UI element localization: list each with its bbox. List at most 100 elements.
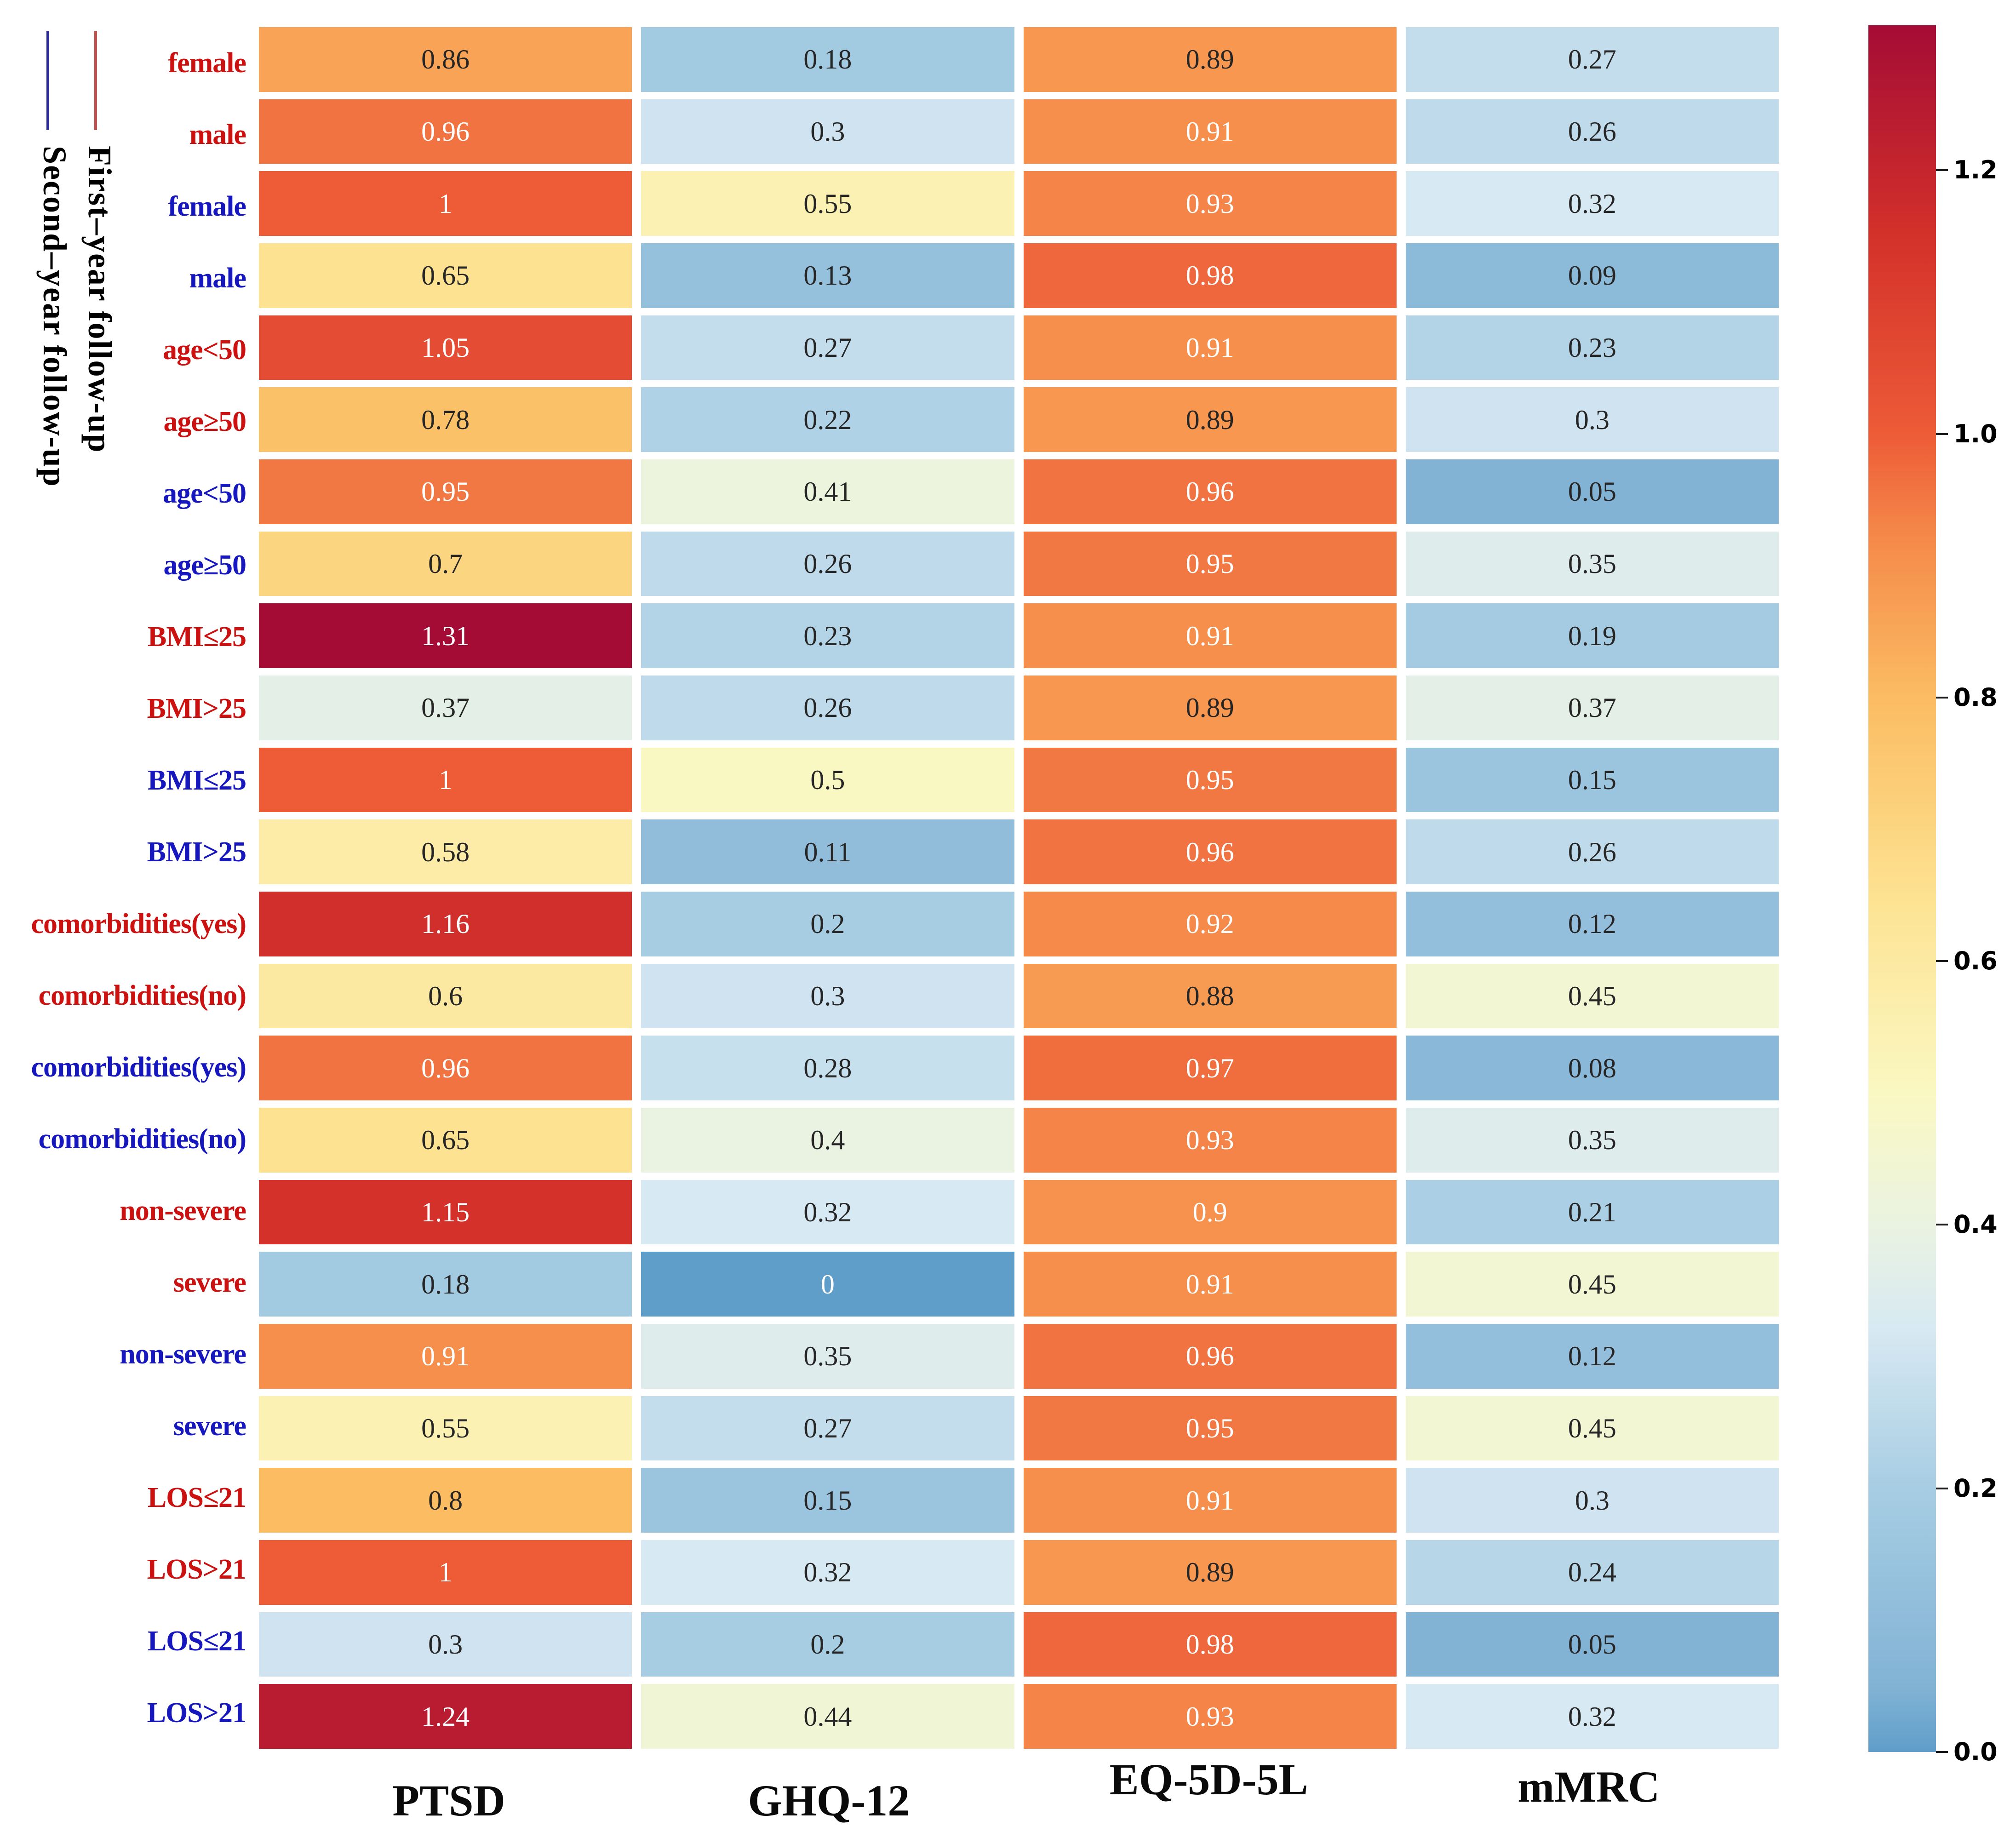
- row-label: comorbidities(yes): [31, 908, 246, 939]
- heatmap-cell: 0.05: [1405, 459, 1779, 524]
- heatmap-cell: 0.12: [1405, 1324, 1779, 1389]
- heatmap-cell: 0.18: [259, 1252, 632, 1317]
- heatmap-cell: 0.6: [259, 963, 632, 1029]
- colorbar-tick-label: 0.2: [1953, 1473, 1998, 1503]
- heatmap-cell: 0.89: [1023, 387, 1397, 452]
- heatmap-cell: 0.89: [1023, 27, 1397, 92]
- heatmap-cell: 0.19: [1405, 603, 1779, 668]
- heatmap-cell: 0.12: [1405, 892, 1779, 956]
- heatmap-cell: 0.91: [1023, 1252, 1397, 1317]
- heatmap-cell: 0.91: [1023, 99, 1397, 164]
- heatmap-cell: 1.15: [259, 1179, 632, 1245]
- heatmap-cell: 0.65: [259, 1108, 632, 1173]
- colorbar-tick-label: 1.2: [1953, 155, 1998, 185]
- heatmap-cell: 0.27: [641, 315, 1014, 380]
- heatmap-cell: 0.41: [641, 459, 1014, 524]
- heatmap-cell: 1: [259, 747, 632, 813]
- heatmap-cell: 0.5: [641, 747, 1014, 813]
- heatmap-cell: 1.05: [259, 315, 632, 380]
- heatmap-cell: 0.15: [1405, 747, 1779, 813]
- heatmap-cell: 0.96: [1023, 1324, 1397, 1389]
- heatmap-cell: 0.35: [641, 1324, 1014, 1389]
- heatmap-cell: 0.98: [1023, 243, 1397, 308]
- second-year-line-swatch: [46, 31, 49, 130]
- heatmap-cell: 0.3: [1405, 1468, 1779, 1533]
- heatmap-cell: 0.23: [1405, 315, 1779, 380]
- row-label: age≥50: [163, 550, 246, 581]
- row-label: comorbidities(no): [38, 980, 246, 1011]
- heatmap-cell: 0.88: [1023, 963, 1397, 1029]
- heatmap-cell: 0.55: [259, 1396, 632, 1461]
- heatmap-cell: 1.24: [259, 1684, 632, 1749]
- column-label: PTSD: [392, 1776, 505, 1825]
- heatmap-cell: 0.32: [1405, 171, 1779, 236]
- heatmap-cell: 0.28: [641, 1036, 1014, 1100]
- heatmap-cell: 0.23: [641, 603, 1014, 668]
- row-label: LOS>21: [147, 1697, 246, 1729]
- heatmap-cell: 0.86: [259, 27, 632, 92]
- column-label: EQ-5D-5L: [1109, 1755, 1308, 1804]
- heatmap-cell: 0.27: [1405, 27, 1779, 92]
- heatmap-cell: 0.45: [1405, 963, 1779, 1029]
- heatmap-cell: 0.8: [259, 1468, 632, 1533]
- heatmap-cell: 0.45: [1405, 1252, 1779, 1317]
- colorbar-tick: [1936, 1224, 1948, 1226]
- row-label: comorbidities(no): [38, 1123, 246, 1155]
- heatmap-cell: 0.78: [259, 387, 632, 452]
- heatmap-cell: 0.32: [641, 1179, 1014, 1245]
- heatmap-cell: 0.08: [1405, 1036, 1779, 1100]
- row-label: LOS>21: [147, 1554, 246, 1585]
- heatmap-cell: 0.3: [1405, 387, 1779, 452]
- heatmap-cell: 0.24: [1405, 1540, 1779, 1605]
- heatmap-cell: 0.44: [641, 1684, 1014, 1749]
- heatmap-cell: 0.35: [1405, 1108, 1779, 1173]
- heatmap-cell: 0.26: [1405, 819, 1779, 884]
- heatmap-cell: 0.91: [1023, 1468, 1397, 1533]
- heatmap-cell: 0.95: [1023, 1396, 1397, 1461]
- row-label: comorbidities(yes): [31, 1052, 246, 1083]
- heatmap-cell: 0.21: [1405, 1179, 1779, 1245]
- heatmap-cell: 0.45: [1405, 1396, 1779, 1461]
- heatmap-cell: 0.09: [1405, 243, 1779, 308]
- heatmap-cell: 0.15: [641, 1468, 1014, 1533]
- heatmap-cell: 0.65: [259, 243, 632, 308]
- heatmap-cell: 0.26: [641, 531, 1014, 596]
- row-label: female: [168, 191, 246, 222]
- colorbar-tick: [1936, 433, 1948, 435]
- colorbar-tick-label: 0.0: [1953, 1737, 1998, 1766]
- heatmap-cell: 1.16: [259, 892, 632, 956]
- row-label: female: [168, 47, 246, 79]
- heatmap-cell: 0.95: [1023, 747, 1397, 813]
- heatmap-cell: 0.97: [1023, 1036, 1397, 1100]
- heatmap-cell: 0.37: [1405, 676, 1779, 740]
- heatmap-cell: 0.93: [1023, 1108, 1397, 1173]
- heatmap-cell: 0.96: [259, 99, 632, 164]
- row-label: severe: [173, 1267, 246, 1298]
- heatmap-cell: 0.91: [1023, 315, 1397, 380]
- column-label: GHQ-12: [748, 1776, 910, 1825]
- heatmap-cell: 0.96: [1023, 459, 1397, 524]
- colorbar-tick: [1936, 1751, 1948, 1753]
- heatmap-cell: 0.91: [1023, 603, 1397, 668]
- row-label: age<50: [163, 478, 246, 509]
- row-label: age<50: [163, 334, 246, 366]
- colorbar-tick-label: 0.6: [1953, 946, 1998, 976]
- heatmap-cell: 0.3: [641, 99, 1014, 164]
- heatmap-cell: 0.92: [1023, 892, 1397, 956]
- column-label: mMRC: [1518, 1762, 1660, 1811]
- row-label: non-severe: [120, 1339, 246, 1370]
- heatmap-cell: 0.27: [641, 1396, 1014, 1461]
- heatmap-cell: 1: [259, 171, 632, 236]
- heatmap-cell: 0.32: [641, 1540, 1014, 1605]
- heatmap-cell: 0.05: [1405, 1612, 1779, 1677]
- row-label: severe: [173, 1410, 246, 1442]
- row-label: LOS≤21: [147, 1626, 246, 1657]
- row-label: BMI≤25: [147, 765, 246, 796]
- colorbar-tick: [1936, 696, 1948, 698]
- heatmap-cell: 0.96: [259, 1036, 632, 1100]
- row-label: LOS≤21: [147, 1482, 246, 1513]
- heatmap-cell: 0.18: [641, 27, 1014, 92]
- heatmap-cell: 0.7: [259, 531, 632, 596]
- heatmap-cell: 0.91: [259, 1324, 632, 1389]
- heatmap-cell: 0.3: [641, 963, 1014, 1029]
